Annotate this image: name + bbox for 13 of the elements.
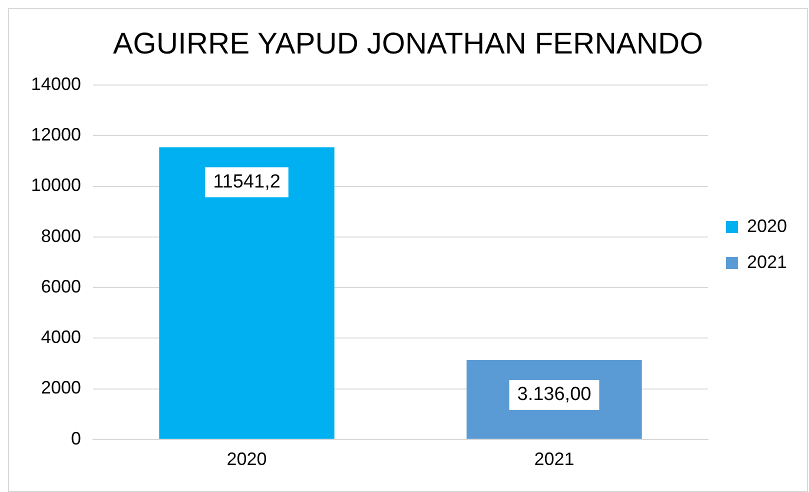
y-tick-label: 10000	[30, 175, 82, 196]
y-tick-label: 12000	[30, 124, 82, 145]
legend-label: 2020	[746, 216, 788, 236]
data-label: 3.136,00	[517, 384, 592, 406]
legend-label: 2021	[746, 252, 788, 272]
y-tick-label: 2000	[41, 378, 82, 398]
y-tick-label: 8000	[41, 226, 82, 246]
data-label: 11541,2	[213, 171, 280, 192]
y-tick-label: 4000	[41, 327, 82, 348]
y-tick-label: 14000	[30, 74, 82, 94]
chart-title: AGUIRRE YAPUD JONATHAN FERNANDO	[112, 27, 704, 60]
y-tick-label: 0	[71, 428, 82, 448]
y-tick-label: 6000	[41, 276, 82, 296]
